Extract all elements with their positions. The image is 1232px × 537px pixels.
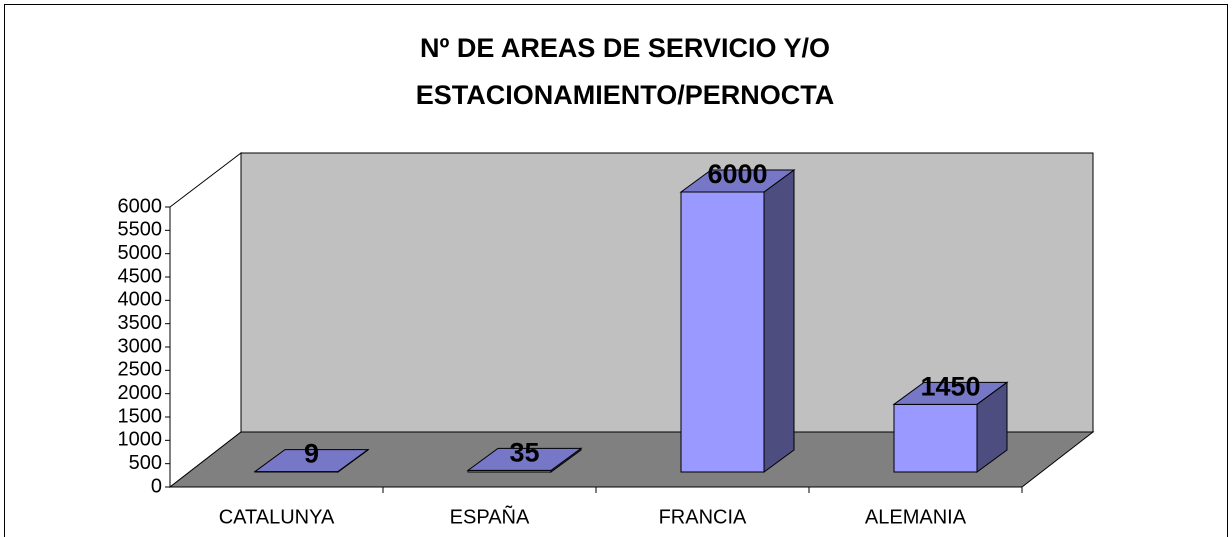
chart-title: ESTACIONAMIENTO/PERNOCTA bbox=[416, 80, 835, 110]
side-wall bbox=[169, 151, 242, 489]
y-tick-label: 3000 bbox=[118, 335, 163, 357]
y-tick-label: 5500 bbox=[118, 219, 163, 241]
value-label: 35 bbox=[509, 437, 539, 467]
x-tick-label: ESPAÑA bbox=[450, 504, 530, 528]
y-tick-label: 4500 bbox=[118, 265, 163, 287]
y-tick-label: 3500 bbox=[118, 312, 163, 334]
y-tick-label: 2000 bbox=[118, 382, 163, 404]
x-tick-label: CATALUNYA bbox=[219, 506, 335, 528]
y-tick-label: 4000 bbox=[118, 289, 163, 311]
y-tick-label: 2500 bbox=[118, 359, 163, 381]
value-label: 9 bbox=[304, 439, 319, 469]
y-tick-label: 0 bbox=[151, 475, 162, 497]
y-tick-label: 6000 bbox=[118, 195, 163, 217]
x-tick-label: FRANCIA bbox=[659, 506, 747, 528]
chart-title: Nº DE AREAS DE SERVICIO Y/O bbox=[420, 33, 830, 63]
y-tick-label: 1000 bbox=[118, 429, 163, 451]
bar bbox=[893, 403, 978, 473]
y-tick-label: 500 bbox=[129, 452, 162, 474]
bar-top bbox=[253, 449, 370, 473]
bar-top bbox=[466, 447, 583, 471]
y-tick-label: 1500 bbox=[118, 405, 163, 427]
x-tick-label: ALEMANIA bbox=[865, 506, 967, 528]
bar-top bbox=[892, 381, 1009, 405]
value-label: 1450 bbox=[920, 371, 980, 401]
bar-top bbox=[679, 169, 796, 193]
bar-side bbox=[763, 169, 795, 473]
y-tick-label: 5000 bbox=[118, 242, 163, 264]
bar bbox=[680, 191, 765, 473]
value-label: 6000 bbox=[707, 159, 767, 189]
